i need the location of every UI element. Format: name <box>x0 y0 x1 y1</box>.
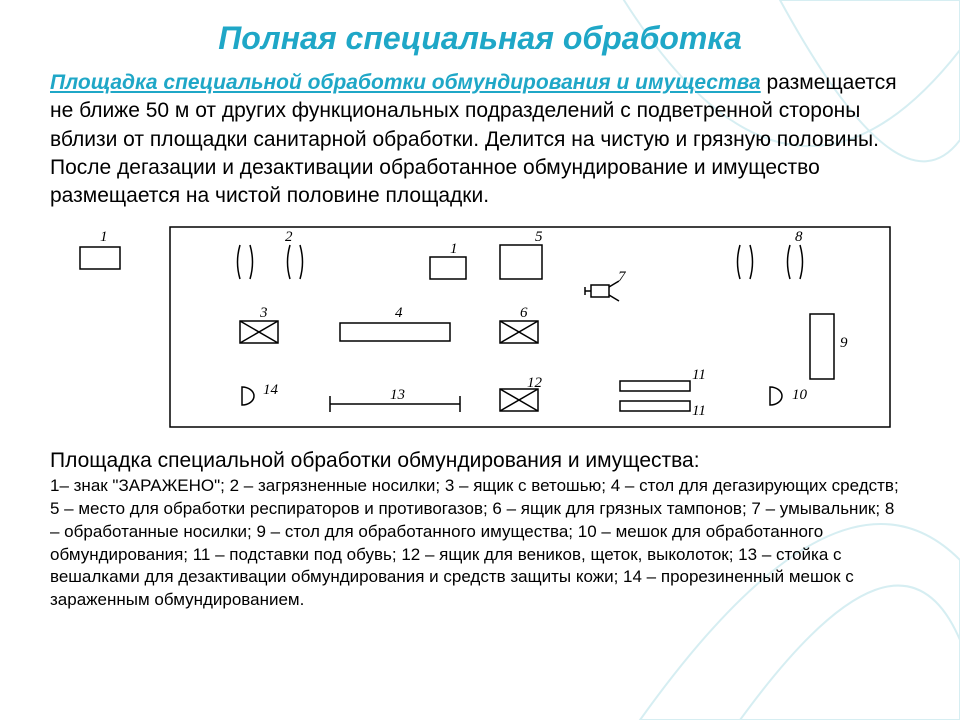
svg-text:14: 14 <box>263 382 279 398</box>
diagram-container: 1215783469141312111110 <box>50 219 910 439</box>
svg-text:4: 4 <box>395 305 403 321</box>
slide-title: Полная специальная обработка <box>50 20 910 57</box>
svg-text:1: 1 <box>100 229 108 245</box>
svg-text:7: 7 <box>618 269 627 285</box>
intro-paragraph: Площадка специальной обработки обмундиро… <box>50 69 910 211</box>
diagram-caption: Площадка специальной обработки обмундиро… <box>50 449 910 473</box>
svg-text:8: 8 <box>795 229 803 245</box>
svg-text:1: 1 <box>450 241 458 257</box>
svg-text:10: 10 <box>792 387 808 403</box>
lead-phrase: Площадка специальной обработки обмундиро… <box>50 71 761 94</box>
slide-content: Полная специальная обработка Площадка сп… <box>0 0 960 612</box>
svg-text:2: 2 <box>285 229 293 245</box>
svg-text:12: 12 <box>527 375 543 391</box>
svg-text:11: 11 <box>692 403 706 419</box>
svg-text:11: 11 <box>692 367 706 383</box>
diagram-legend: 1– знак "ЗАРАЖЕНО"; 2 – загрязненные нос… <box>50 475 910 613</box>
svg-text:5: 5 <box>535 229 543 245</box>
svg-text:13: 13 <box>390 387 405 403</box>
svg-text:9: 9 <box>840 335 848 351</box>
svg-text:3: 3 <box>259 305 268 321</box>
layout-diagram: 1215783469141312111110 <box>50 219 910 439</box>
svg-text:6: 6 <box>520 305 528 321</box>
